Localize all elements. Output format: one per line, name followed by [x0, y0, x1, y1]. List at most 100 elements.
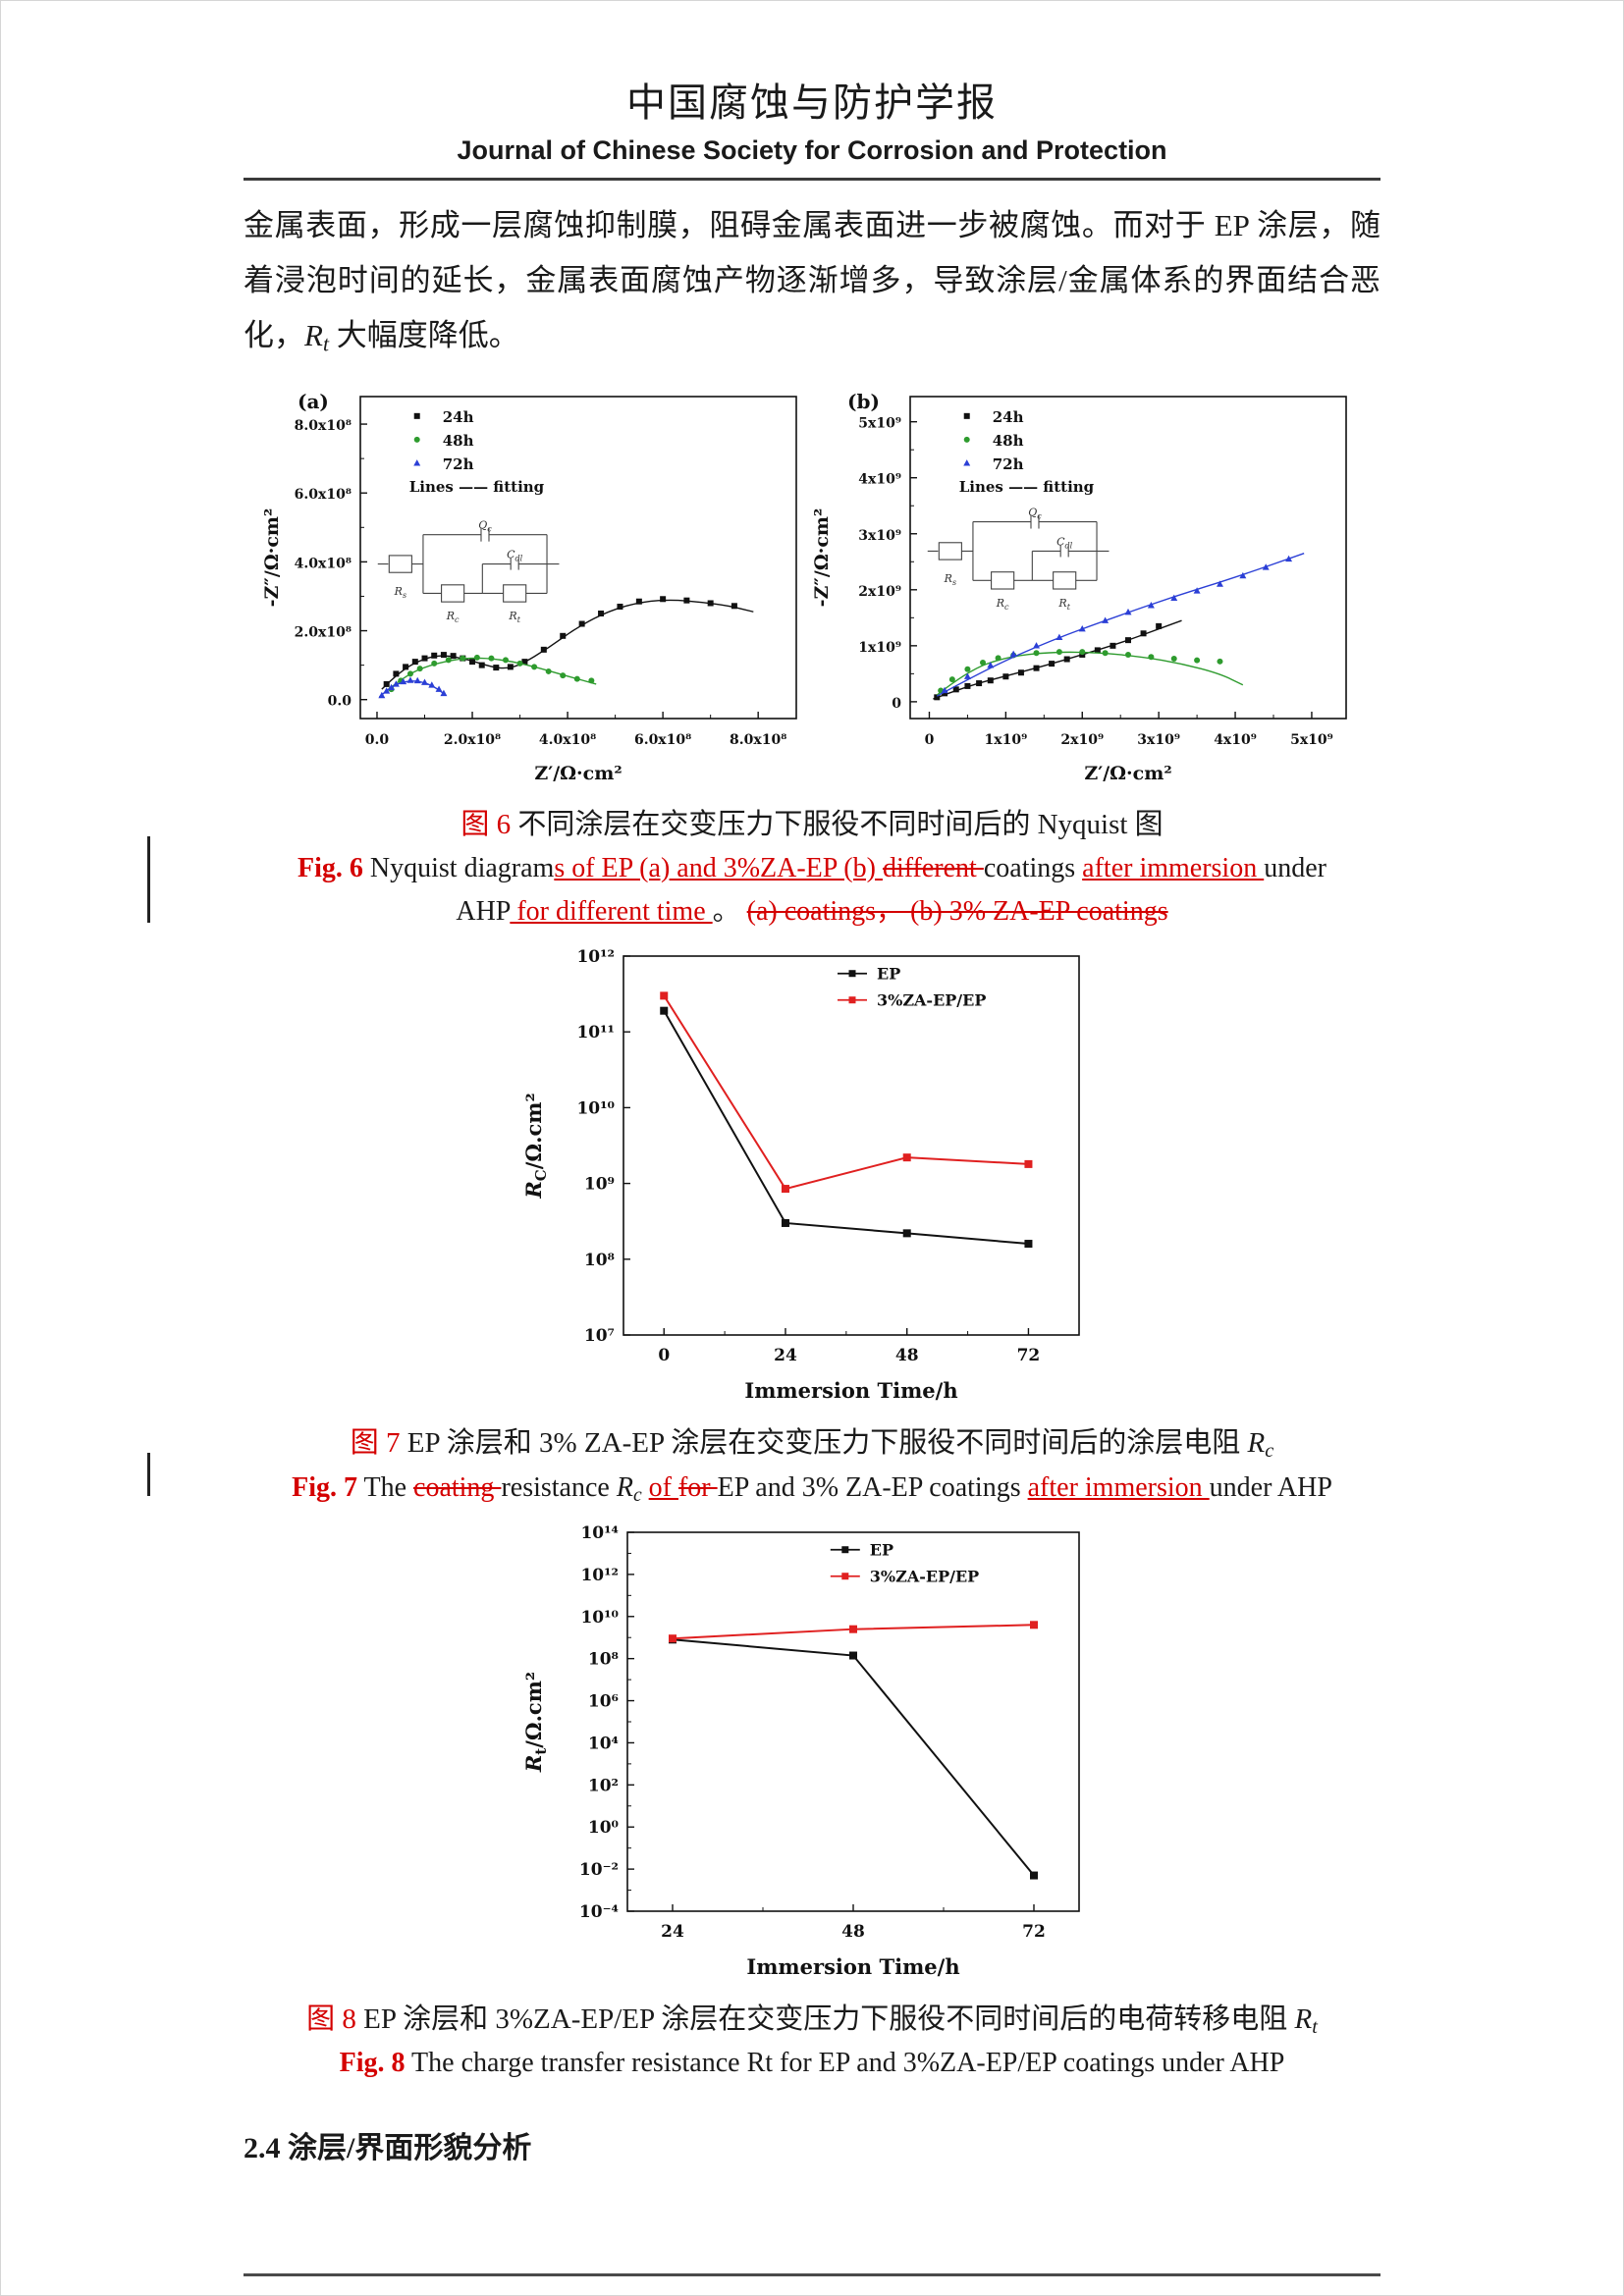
margin-change-bar-1	[147, 836, 150, 923]
svg-text:1x10⁹: 1x10⁹	[985, 732, 1028, 748]
svg-text:0: 0	[658, 1346, 670, 1365]
nyquist-chart-ep-svg: 0.0 2.0x10⁸ 4.0x10⁸ 6.0x10⁸ 8.0x10⁸ 0.0 2.0x10…	[261, 390, 797, 784]
svg-text:Cdl: Cdl	[507, 549, 523, 563]
svg-text:72: 72	[1017, 1346, 1041, 1365]
svg-text:3x10⁹: 3x10⁹	[858, 528, 901, 544]
section-heading-2-4: 2.4 涂层/界面形貌分析	[244, 2132, 532, 2165]
journal-title-cn: 中国腐蚀与防护学报	[626, 80, 998, 125]
figure-7-rc-chart: 0 24 48 72 10⁷ 10⁸ 10⁹ 10¹⁰ 10¹¹ 10¹² Immersion Ti…	[517, 942, 1107, 1418]
svg-text:8.0x10⁸: 8.0x10⁸	[730, 732, 786, 748]
svg-text:Lines —— fitting: Lines —— fitting	[959, 478, 1095, 496]
svg-text:6.0x10⁸: 6.0x10⁸	[634, 732, 691, 748]
svg-text:Rt: Rt	[1057, 597, 1070, 612]
svg-text:Lines —— fitting: Lines —— fitting	[409, 478, 545, 496]
figure-7-caption-cn: 图 7 EP 涂层和 3% ZA-EP 涂层在交变压力下服役不同时间后的涂层电阻…	[350, 1427, 1274, 1463]
svg-text:4x10⁹: 4x10⁹	[1214, 732, 1257, 748]
svg-text:0.0: 0.0	[365, 732, 390, 748]
svg-text:1x10⁹: 1x10⁹	[858, 640, 901, 656]
figure-8-caption-en: Fig. 8 The charge transfer resistance Rt…	[339, 2048, 1285, 2079]
svg-text:Rs: Rs	[394, 585, 406, 600]
figure-6-caption-cn: 图 6 不同涂层在交变压力下服役不同时间后的 Nyquist 图	[460, 809, 1164, 841]
svg-text:Immersion Time/h: Immersion Time/h	[746, 1954, 959, 1979]
nyquist-chart-za-ep-svg: 0 1x10⁹ 2x10⁹ 3x10⁹ 4x10⁹ 5x10⁹ 0 1x10⁹ 2x10⁹ 3x1…	[811, 390, 1347, 784]
svg-text:5x10⁹: 5x10⁹	[1290, 732, 1333, 748]
svg-text:EP: EP	[877, 965, 900, 984]
header-rule	[244, 178, 1380, 181]
svg-text:10⁻⁴: 10⁻⁴	[579, 1902, 619, 1922]
figure-7-caption-en: Fig. 7 The coating resistance Rc of for …	[292, 1471, 1332, 1506]
svg-text:10⁷: 10⁷	[584, 1326, 615, 1346]
svg-text:Z′/Ω·cm²: Z′/Ω·cm²	[1084, 763, 1171, 784]
svg-text:48h: 48h	[993, 432, 1024, 450]
margin-change-bar-2	[147, 1453, 150, 1496]
figure-7: 0 24 48 72 10⁷ 10⁸ 10⁹ 10¹⁰ 10¹¹ 10¹² Immersion Ti…	[244, 942, 1380, 1418]
svg-text:10⁸: 10⁸	[588, 1650, 619, 1670]
svg-text:0.0: 0.0	[328, 694, 352, 710]
svg-text:72h: 72h	[993, 455, 1024, 473]
svg-text:72h: 72h	[443, 455, 474, 473]
svg-text:72: 72	[1022, 1922, 1046, 1942]
svg-text:3x10⁹: 3x10⁹	[1137, 732, 1180, 748]
svg-text:3%ZA-EP/EP: 3%ZA-EP/EP	[870, 1568, 979, 1586]
svg-text:(b): (b)	[847, 390, 880, 413]
svg-text:Rc: Rc	[996, 597, 1009, 612]
svg-text:Qc: Qc	[478, 519, 492, 534]
svg-text:Rt/Ω.cm²: Rt/Ω.cm²	[521, 1672, 550, 1773]
svg-text:48: 48	[841, 1922, 865, 1942]
svg-text:EP: EP	[870, 1541, 893, 1560]
svg-text:Z′/Ω·cm²: Z′/Ω·cm²	[534, 763, 622, 784]
figure-6b-nyquist-chart: 0 1x10⁹ 2x10⁹ 3x10⁹ 4x10⁹ 5x10⁹ 0 1x10⁹ 2x10⁹ 3x1…	[811, 383, 1362, 800]
svg-text:2x10⁹: 2x10⁹	[858, 584, 901, 600]
svg-text:2x10⁹: 2x10⁹	[1060, 732, 1104, 748]
svg-text:24: 24	[661, 1922, 684, 1942]
svg-text:10⁰: 10⁰	[588, 1818, 619, 1838]
svg-text:48: 48	[895, 1346, 919, 1365]
svg-text:10⁸: 10⁸	[584, 1251, 615, 1270]
svg-text:4.0x10⁸: 4.0x10⁸	[295, 556, 352, 571]
svg-text:Cdl: Cdl	[1056, 536, 1073, 551]
svg-text:4x10⁹: 4x10⁹	[858, 472, 901, 488]
svg-text:10¹⁰: 10¹⁰	[576, 1099, 615, 1119]
svg-text:(a): (a)	[298, 390, 329, 413]
svg-text:24h: 24h	[993, 408, 1024, 426]
svg-text:5x10⁹: 5x10⁹	[858, 416, 901, 432]
svg-text:3%ZA-EP/EP: 3%ZA-EP/EP	[877, 991, 986, 1010]
svg-text:10¹²: 10¹²	[580, 1566, 619, 1585]
svg-text:Rs: Rs	[944, 572, 956, 587]
figure-6: 0.0 2.0x10⁸ 4.0x10⁸ 6.0x10⁸ 8.0x10⁸ 0.0 2.0x10…	[244, 383, 1380, 800]
svg-text:8.0x10⁸: 8.0x10⁸	[295, 418, 352, 434]
svg-text:10⁶: 10⁶	[588, 1691, 619, 1711]
svg-text:-Z″/Ω·cm²: -Z″/Ω·cm²	[812, 508, 833, 608]
journal-title-en: Journal of Chinese Society for Corrosion…	[457, 135, 1167, 165]
svg-text:24h: 24h	[443, 408, 474, 426]
figure-8: 24 48 72 10⁻⁴ 10⁻² 10⁰ 10² 10⁴ 10⁶ 10⁸ 10¹⁰ 10¹² 10¹…	[244, 1519, 1380, 1995]
svg-text:Rc: Rc	[446, 610, 460, 624]
svg-text:48h: 48h	[443, 432, 474, 450]
svg-text:10⁻²: 10⁻²	[579, 1860, 619, 1880]
svg-text:10⁴: 10⁴	[588, 1734, 619, 1753]
svg-text:RC/Ω.cm²: RC/Ω.cm²	[521, 1094, 550, 1200]
svg-text:10¹⁰: 10¹⁰	[580, 1608, 619, 1628]
charge-transfer-resistance-chart-svg: 24 48 72 10⁻⁴ 10⁻² 10⁰ 10² 10⁴ 10⁶ 10⁸ 10¹⁰ 10¹² 10¹…	[521, 1523, 1080, 1979]
svg-text:Qc: Qc	[1028, 507, 1042, 521]
svg-text:24: 24	[774, 1346, 797, 1365]
body-paragraph: 金属表面，形成一层腐蚀抑制膜，阻碍金属表面进一步被腐蚀。而对于 EP 涂层，随着…	[244, 208, 1380, 356]
svg-text:10²: 10²	[588, 1776, 619, 1795]
page-bottom-rule	[244, 2273, 1380, 2276]
svg-text:Immersion Time/h: Immersion Time/h	[744, 1378, 957, 1403]
svg-text:4.0x10⁸: 4.0x10⁸	[539, 732, 596, 748]
svg-text:10¹⁴: 10¹⁴	[580, 1523, 619, 1543]
figure-6-caption-en-line2: AHP for different time 。 (a) coatings， (…	[456, 896, 1168, 928]
svg-text:10¹²: 10¹²	[576, 947, 615, 967]
svg-text:10¹¹: 10¹¹	[576, 1023, 615, 1042]
figure-6-caption-en-line1: Fig. 6 Nyquist diagrams of EP (a) and 3%…	[298, 852, 1326, 883]
coating-resistance-chart-svg: 0 24 48 72 10⁷ 10⁸ 10⁹ 10¹⁰ 10¹¹ 10¹² Immersion Ti…	[521, 947, 1080, 1403]
figure-6a-nyquist-chart: 0.0 2.0x10⁸ 4.0x10⁸ 6.0x10⁸ 8.0x10⁸ 0.0 2.0x10…	[261, 383, 812, 800]
svg-text:2.0x10⁸: 2.0x10⁸	[295, 625, 352, 641]
figure-8-rt-chart: 24 48 72 10⁻⁴ 10⁻² 10⁰ 10² 10⁴ 10⁶ 10⁸ 10¹⁰ 10¹² 10¹…	[517, 1519, 1107, 1995]
svg-text:0: 0	[892, 696, 901, 712]
figure-8-caption-cn: 图 8 EP 涂层和 3%ZA-EP/EP 涂层在交变压力下服役不同时间后的电荷…	[306, 2002, 1318, 2038]
svg-text:-Z″/Ω·cm²: -Z″/Ω·cm²	[262, 508, 283, 608]
svg-text:6.0x10⁸: 6.0x10⁸	[295, 487, 352, 503]
